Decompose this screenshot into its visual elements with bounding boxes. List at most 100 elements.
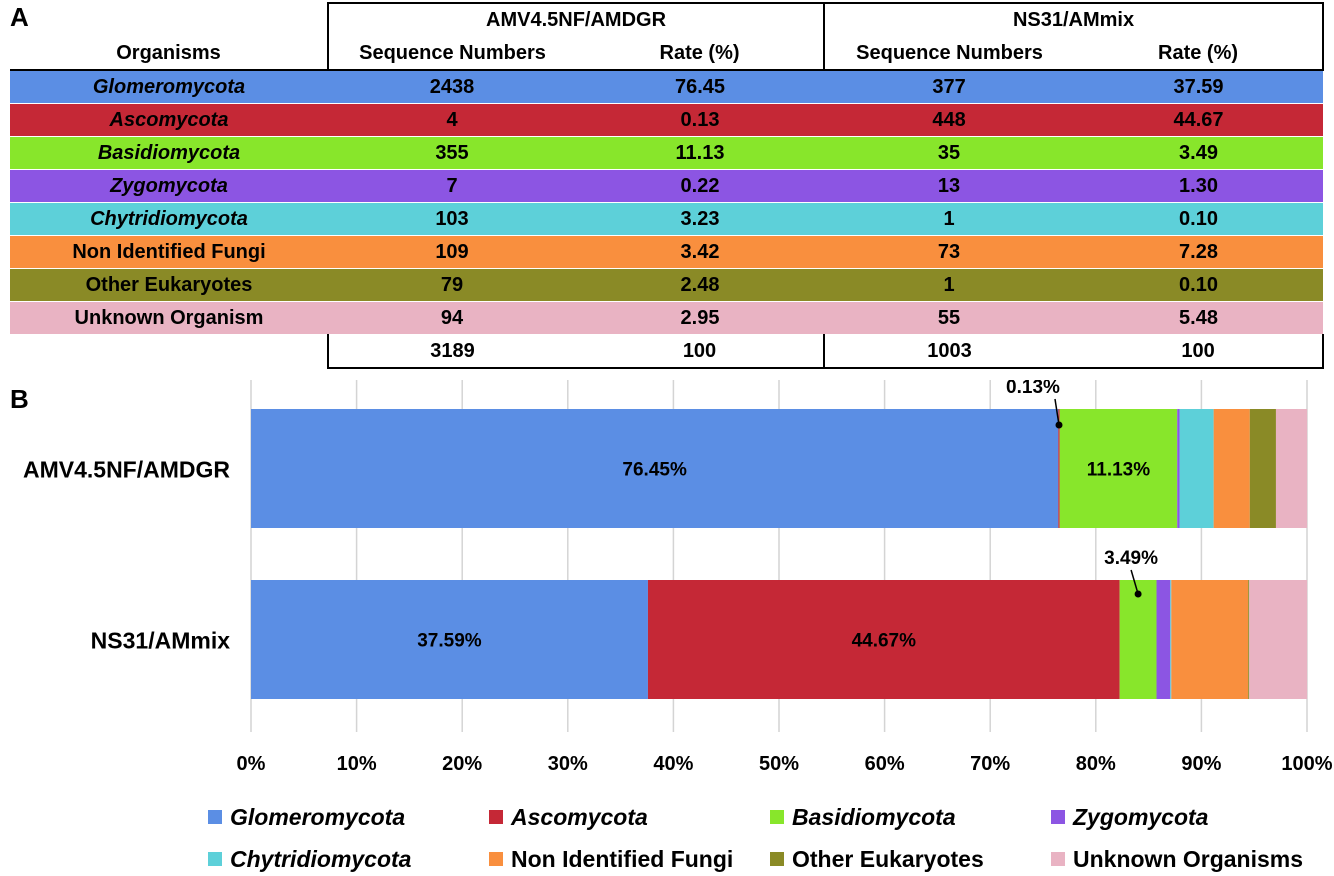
- bar-segment: [1249, 580, 1308, 699]
- ns-seq-cell: 13: [824, 169, 1075, 203]
- x-tick-label: 60%: [865, 753, 905, 775]
- amv-seq-cell: 79: [328, 268, 576, 302]
- legend-item: Glomeromycota: [208, 802, 405, 832]
- legend-swatch: [208, 810, 222, 824]
- amv-rate-cell: 0.22: [576, 169, 825, 203]
- ns-rate-cell: 0.10: [1074, 202, 1324, 236]
- category-label: NS31/AMmix: [91, 628, 231, 654]
- bar-segment: [251, 580, 648, 699]
- organism-cell: Other Eukaryotes: [10, 268, 328, 302]
- callout-line: [1054, 398, 1060, 426]
- x-tick-label: 90%: [1181, 753, 1221, 775]
- ns-seq-cell: 35: [824, 136, 1075, 170]
- data-label: 37.59%: [417, 631, 482, 652]
- ns-rate-cell: 0.10: [1074, 268, 1324, 302]
- panel-label-a: A: [10, 2, 29, 32]
- legend-item: Ascomycota: [489, 802, 648, 832]
- stacked-bar-chart: 0% 10% 20% 30% 40% 50% 60% 70% 80% 90% 100% AMV4.5N…: [23, 380, 1333, 775]
- ns-rate-cell: 37.59: [1074, 70, 1324, 104]
- bar-segment: [1177, 409, 1180, 528]
- category-label: AMV4.5NF/AMDGR: [23, 457, 230, 483]
- bar-segment: [1248, 580, 1250, 699]
- legend-swatch: [208, 852, 222, 866]
- total-row-label: [10, 335, 328, 369]
- bar-segment: [1119, 580, 1157, 699]
- organism-cell: Zygomycota: [10, 169, 328, 203]
- total-ns-seq: 1003: [823, 334, 1075, 369]
- table-row: Ascomycota 4 0.13 448 44.67: [10, 103, 1324, 137]
- column-header-ns-rate: Rate (%): [1074, 37, 1325, 71]
- legend-swatch: [1051, 810, 1065, 824]
- amv-seq-cell: 2438: [328, 70, 576, 104]
- chart-legend: Glomeromycota Ascomycota Basidiomycota Zygo…: [208, 800, 1328, 876]
- ns-seq-cell: 55: [824, 301, 1075, 335]
- legend-swatch: [489, 852, 503, 866]
- legend-swatch: [770, 810, 784, 824]
- panel-label-b: B: [10, 384, 29, 414]
- total-amv-seq: 3189: [327, 334, 576, 369]
- column-header-amv-seq: Sequence Numbers: [327, 37, 576, 71]
- column-header-organisms: Organisms: [10, 37, 328, 71]
- legend-label: Other Eukaryotes: [792, 845, 984, 872]
- organism-cell: Unknown Organism: [10, 301, 328, 335]
- data-label: 11.13%: [1087, 460, 1150, 481]
- table-row: Zygomycota 7 0.22 13 1.30: [10, 169, 1324, 203]
- total-amv-rate: 100: [576, 334, 825, 369]
- ns-seq-cell: 73: [824, 235, 1075, 269]
- legend-label: Non Identified Fungi: [511, 845, 734, 872]
- callout-label: 3.49%: [1104, 548, 1158, 569]
- amv-seq-cell: 355: [328, 136, 576, 170]
- organism-cell: Glomeromycota: [10, 70, 328, 104]
- amv-rate-cell: 11.13: [576, 136, 825, 170]
- callout-line: [1130, 569, 1139, 595]
- table-row: Non Identified Fungi 109 3.42 73 7.28: [10, 235, 1324, 269]
- table-row: Glomeromycota 2438 76.45 377 37.59: [10, 70, 1324, 104]
- callout-label: 0.13%: [1006, 380, 1060, 398]
- legend-label: Chytridiomycota: [230, 845, 412, 872]
- legend-item: Basidiomycota: [770, 802, 956, 832]
- ns-seq-cell: 377: [824, 70, 1075, 104]
- x-tick-label: 100%: [1281, 753, 1332, 775]
- legend-label: Glomeromycota: [230, 803, 406, 830]
- legend-item: Other Eukaryotes: [770, 844, 984, 874]
- amv-seq-cell: 103: [328, 202, 576, 236]
- legend-swatch: [770, 852, 784, 866]
- amv-seq-cell: 7: [328, 169, 576, 203]
- ns-rate-cell: 3.49: [1074, 136, 1324, 170]
- legend-label: Unknown Organisms: [1073, 845, 1304, 872]
- bar-segment: [1058, 409, 1060, 528]
- bar-segment: [1275, 409, 1308, 528]
- legend-item: Non Identified Fungi: [489, 844, 733, 874]
- bar-segment: [1179, 409, 1214, 528]
- legend-swatch: [489, 810, 503, 824]
- data-label: 44.67%: [852, 631, 917, 652]
- amv-rate-cell: 3.23: [576, 202, 825, 236]
- x-tick-label: 50%: [759, 753, 799, 775]
- ns-rate-cell: 1.30: [1074, 169, 1324, 203]
- legend-label: Zygomycota: [1073, 803, 1209, 830]
- organism-cell: Basidiomycota: [10, 136, 328, 170]
- bar-segment: [251, 409, 1059, 528]
- ns-seq-cell: 1: [824, 268, 1075, 302]
- legend-item: Unknown Organisms: [1051, 844, 1303, 874]
- amv-rate-cell: 76.45: [576, 70, 825, 104]
- amv-rate-cell: 3.42: [576, 235, 825, 269]
- bar-segment: [1249, 409, 1276, 528]
- legend-swatch: [1051, 852, 1065, 866]
- amv-seq-cell: 94: [328, 301, 576, 335]
- x-tick-label: 0%: [237, 753, 266, 775]
- amv-rate-cell: 2.95: [576, 301, 825, 335]
- x-tick-label: 70%: [970, 753, 1010, 775]
- bar-segment: [1156, 580, 1171, 699]
- column-header-amv-rate: Rate (%): [576, 37, 825, 71]
- organism-cell: Non Identified Fungi: [10, 235, 328, 269]
- table-row: Basidiomycota 355 11.13 35 3.49: [10, 136, 1324, 170]
- legend-item: Zygomycota: [1051, 802, 1208, 832]
- bar-segment: [1213, 409, 1250, 528]
- organism-cell: Chytridiomycota: [10, 202, 328, 236]
- ns-seq-cell: 448: [824, 103, 1075, 137]
- legend-label: Ascomycota: [511, 803, 648, 830]
- bar-segment: [1171, 580, 1249, 699]
- ns-rate-cell: 5.48: [1074, 301, 1324, 335]
- group-header-ns: NS31/AMmix: [823, 2, 1325, 37]
